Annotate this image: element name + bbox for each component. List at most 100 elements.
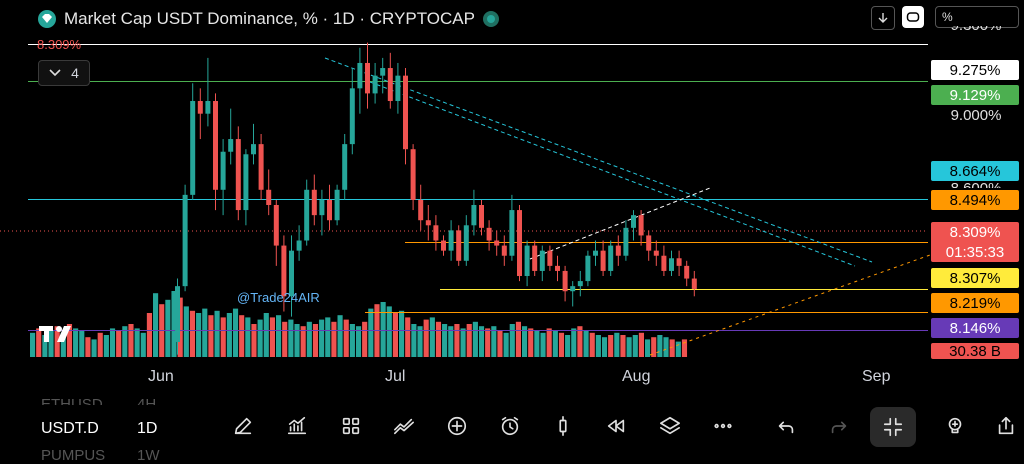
volume-bar	[478, 326, 485, 357]
candle-body	[562, 270, 568, 292]
compare-icon[interactable]	[391, 413, 417, 439]
bulb-icon[interactable]	[942, 413, 968, 439]
candle-body	[197, 101, 203, 114]
layers-icon[interactable]	[657, 413, 683, 439]
volume-bar	[122, 326, 128, 357]
volume-bar	[171, 291, 177, 357]
replay-icon[interactable]	[603, 413, 629, 439]
volume-bar	[245, 317, 251, 357]
volume-bar	[565, 335, 571, 357]
candle-body	[258, 144, 264, 190]
candle-body	[669, 258, 674, 271]
templates-grid-icon[interactable]	[338, 413, 364, 439]
volume-bar	[522, 326, 528, 357]
draw-pencil-icon[interactable]	[230, 413, 256, 439]
volume-bar	[380, 302, 386, 357]
volume-bar	[608, 335, 614, 357]
collapse-button[interactable]	[870, 407, 916, 447]
indicators-icon[interactable]	[284, 413, 310, 439]
chevron-down-icon	[49, 69, 61, 77]
projected-support-line	[649, 254, 931, 356]
candle-body	[593, 250, 598, 256]
undo-icon[interactable]	[773, 413, 799, 439]
candle-body	[175, 286, 180, 342]
volume-bar	[509, 324, 515, 357]
candle-body	[289, 250, 294, 297]
channel-upper-line	[324, 57, 873, 263]
candle-body	[319, 199, 325, 216]
candle-body	[509, 210, 515, 256]
volume-bar	[220, 317, 226, 357]
auto-scale-button[interactable]	[902, 6, 924, 28]
candle-body	[570, 286, 576, 292]
watchlist-prev-timeframe: 4H	[137, 396, 157, 405]
volume-bar	[269, 317, 275, 357]
candle-body	[220, 151, 226, 190]
volume-bar	[503, 332, 509, 357]
volume-bar	[552, 330, 558, 357]
watchlist-timeframe[interactable]: 1D	[137, 420, 158, 437]
volume-bar	[128, 324, 134, 357]
candle-body	[304, 189, 310, 241]
volume-bar	[663, 337, 669, 357]
market-status-icon[interactable]	[482, 11, 499, 27]
volume-bar	[540, 332, 546, 357]
volume-bar	[448, 326, 454, 357]
share-icon[interactable]	[993, 413, 1019, 439]
more-icon[interactable]	[710, 413, 736, 439]
candle-body	[433, 225, 439, 241]
candles	[175, 42, 697, 355]
volume-bar	[485, 328, 491, 357]
candle-body	[365, 62, 370, 94]
price-badge-8146: 8.146%	[931, 318, 1019, 338]
redo-icon[interactable]	[826, 413, 852, 439]
volume-bar	[417, 326, 423, 357]
candle-type-icon[interactable]	[550, 413, 576, 439]
volume-bar	[614, 332, 620, 357]
alert-clock-icon[interactable]	[497, 413, 523, 439]
volume-bar	[472, 321, 478, 357]
candle-body	[387, 68, 393, 102]
volume-bar	[91, 339, 97, 357]
volume-bar	[214, 310, 220, 357]
volume-bar	[681, 339, 688, 357]
chart-title[interactable]: Market Cap USDT Dominance, % · 1D · CRYP…	[64, 9, 475, 28]
volume-bar	[30, 332, 36, 357]
price-chart[interactable]	[0, 0, 1024, 400]
candle-body	[456, 230, 462, 261]
download-button[interactable]	[871, 6, 895, 30]
price-badge-8494: 8.494%	[931, 190, 1019, 210]
volume-bar	[97, 332, 103, 357]
candle-body	[524, 245, 530, 277]
candle-body	[479, 205, 484, 228]
candle-body	[661, 255, 667, 271]
price-badge-9275: 9.275%	[931, 60, 1019, 80]
candle-body	[623, 227, 629, 256]
volume-bar	[435, 321, 442, 357]
candle-body	[517, 210, 522, 277]
volume-bar	[429, 317, 435, 357]
watchlist-prev-symbol[interactable]: ETHUSD	[41, 396, 103, 405]
auto-scale-icon	[906, 12, 920, 22]
volume-bar	[189, 310, 196, 357]
candle-body	[266, 189, 272, 205]
volume-bar	[466, 324, 472, 357]
watchlist-next-symbol[interactable]: PUMPUS	[41, 447, 106, 464]
volume-bar	[669, 339, 675, 357]
indicators-toggle-button[interactable]: 4	[38, 60, 90, 86]
add-icon[interactable]	[444, 413, 470, 439]
volume-bar	[85, 337, 91, 357]
volume-bar	[294, 324, 300, 357]
candle-body	[555, 265, 560, 271]
volume-bar	[534, 330, 540, 357]
watchlist-symbol[interactable]: USDT.D	[41, 420, 99, 437]
volume-bar	[282, 321, 288, 357]
candle-body	[539, 250, 545, 271]
scale-mode-select[interactable]: %	[935, 6, 1019, 28]
usdt-logo-icon	[38, 10, 56, 28]
price-badge-8219: 8.219%	[931, 293, 1019, 313]
collapse-icon	[880, 414, 906, 440]
candle-body	[448, 230, 454, 251]
ascending-support-line	[529, 187, 711, 260]
volume-bar	[460, 328, 466, 357]
